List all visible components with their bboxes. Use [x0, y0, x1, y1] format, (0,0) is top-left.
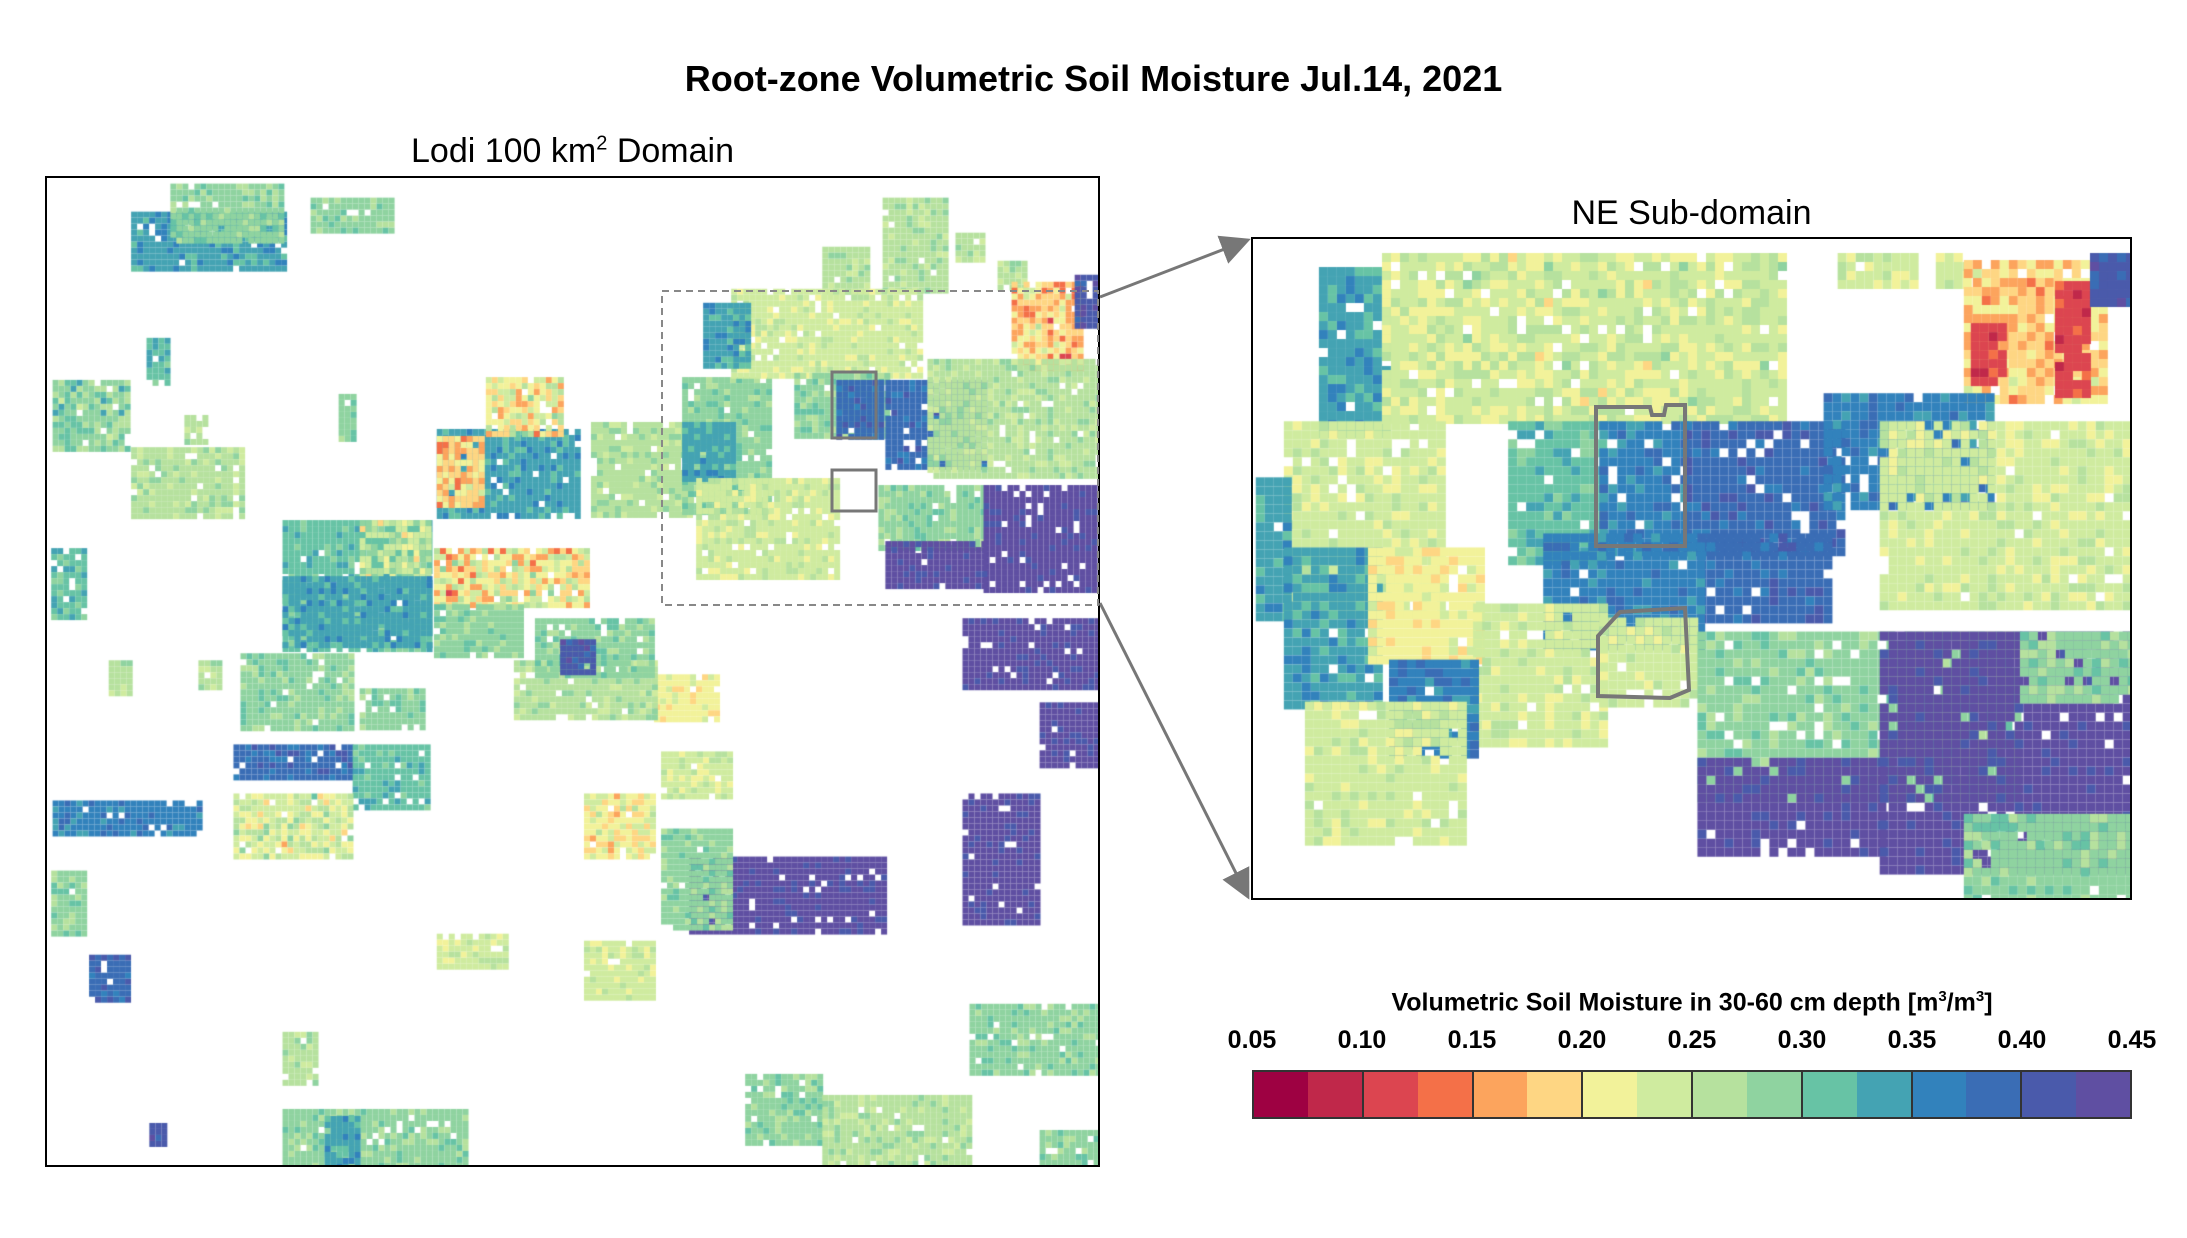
colorbar-bin-8	[1691, 1072, 1747, 1117]
colorbar-label-sup1: 3	[1938, 988, 1947, 1005]
zoom-arrow-bottom	[1098, 602, 1250, 900]
colorbar-label-sup2: 3	[1975, 988, 1985, 1005]
colorbar-bin-7	[1637, 1072, 1691, 1117]
colorbar-label-mid: /m	[1946, 988, 1976, 1017]
colorbar-ticks: 0.05 0.10 0.15 0.20 0.25 0.30 0.35 0.40 0.45	[1228, 1026, 2157, 1056]
colorbar-tick-label: 0.30	[1777, 1026, 1827, 1054]
colorbar-label-text: Volumetric Soil Moisture in 30-60 cm dep…	[1391, 988, 1939, 1017]
colorbar-tick-label: 0.45	[2107, 1026, 2157, 1054]
lodi-title-sup: 2	[596, 132, 608, 155]
colorbar-bin-9	[1746, 1072, 1801, 1117]
colorbar-tick-label: 0.05	[1227, 1026, 1277, 1054]
colorbar-bin-13	[1966, 1072, 2021, 1117]
colorbar-bin-0	[1254, 1072, 1308, 1117]
colorbar-label-end: ]	[1984, 988, 1993, 1017]
colorbar-label: Volumetric Soil Moisture in 30-60 cm dep…	[1252, 988, 2132, 1017]
colorbar-bin-11	[1856, 1072, 1911, 1117]
ne-subdomain-title: NE Sub-domain	[1571, 194, 1812, 232]
colorbar-bin-2	[1361, 1072, 1418, 1117]
colorbar-tick-label: 0.40	[1997, 1026, 2047, 1054]
lodi-soil-moisture-raster	[47, 178, 1098, 1165]
lodi-title-suffix: Domain	[607, 132, 734, 170]
colorbar-bin-1	[1307, 1072, 1362, 1117]
colorbar-tick-label: 0.20	[1557, 1026, 1607, 1054]
zoom-arrow-top	[1099, 235, 1251, 299]
colorbar-bin-4	[1471, 1072, 1528, 1117]
ne-soil-moisture-raster	[1253, 239, 2130, 898]
colorbar-bin-12	[1910, 1072, 1967, 1117]
colorbar	[1252, 1070, 2132, 1119]
lodi-domain-title: Lodi 100 km2 Domain	[45, 132, 1100, 171]
lodi-domain-map	[45, 176, 1100, 1167]
colorbar-bin-6	[1581, 1072, 1638, 1117]
figure-title: Root-zone Volumetric Soil Moisture Jul.1…	[684, 58, 1503, 99]
colorbar-bin-15	[2076, 1072, 2130, 1117]
colorbar-bin-3	[1417, 1072, 1472, 1117]
colorbar-tick-label: 0.15	[1447, 1026, 1497, 1054]
colorbar-tick-label: 0.35	[1887, 1026, 1937, 1054]
ne-subdomain-map	[1251, 237, 2132, 900]
colorbar-tick-label: 0.10	[1337, 1026, 1387, 1054]
colorbar-bin-14	[2020, 1072, 2077, 1117]
colorbar-tick-label: 0.25	[1667, 1026, 1717, 1054]
colorbar-bin-5	[1527, 1072, 1582, 1117]
lodi-title-text: Lodi 100 km	[411, 132, 597, 170]
colorbar-bin-10	[1800, 1072, 1857, 1117]
